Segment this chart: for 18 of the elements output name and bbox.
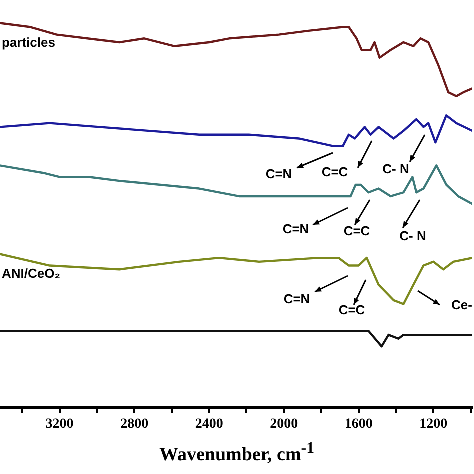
series-label: ANI/CeO₂	[2, 266, 61, 281]
series-label: particles	[2, 34, 56, 50]
annotation: C=N	[266, 166, 292, 182]
annotation: C=C	[344, 224, 371, 239]
annotation: C- N	[382, 162, 410, 177]
x-tick-label: 2800	[120, 417, 149, 432]
annotation: C=N	[284, 292, 310, 307]
annotation: C=C	[322, 164, 349, 180]
annotation: C- N	[400, 228, 426, 244]
x-tick-label: 1600	[344, 417, 373, 432]
x-tick-label: 2000	[270, 417, 298, 432]
annotation: Ce-	[452, 298, 472, 313]
x-tick-label: 3200	[46, 417, 74, 432]
annotation: C=N	[282, 222, 310, 237]
x-tick-label: 1200	[420, 417, 448, 432]
annotation: C=C	[338, 302, 366, 318]
x-axis-title: Wavenumber, cm$^{-1}$	[158, 440, 316, 466]
x-tick-label: 2400	[195, 417, 224, 432]
